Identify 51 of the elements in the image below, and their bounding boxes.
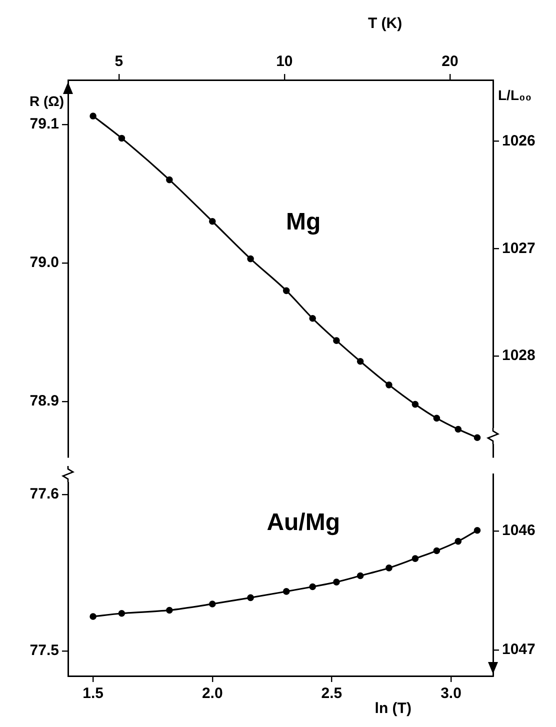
x-tick-label: 2.0 (202, 685, 223, 702)
y2-tick-label: 1046 (502, 522, 536, 540)
point (247, 594, 254, 602)
point (333, 578, 340, 586)
point (412, 555, 419, 562)
point (90, 112, 96, 120)
y-tick-label: 77.5 (30, 642, 59, 660)
point (309, 583, 316, 590)
x2-axis-title: T (K) (368, 15, 402, 32)
x2-tick-label: 20 (442, 53, 458, 70)
point (118, 134, 126, 142)
y2-tick-label: 1047 (502, 641, 536, 658)
y-axis-title: R (Ω) (29, 92, 64, 109)
x-tick-label: 3.0 (440, 685, 462, 702)
point (282, 588, 290, 595)
point (474, 434, 481, 441)
point (356, 358, 364, 365)
y-tick-label: 77.6 (30, 485, 59, 502)
point (386, 382, 392, 388)
point (166, 176, 173, 184)
point (356, 572, 364, 580)
series-label: Mg (286, 208, 321, 236)
y-tick-label: 79.1 (30, 115, 59, 132)
point (309, 314, 316, 322)
point (433, 414, 440, 422)
point (474, 526, 481, 534)
point (412, 400, 419, 408)
point (166, 606, 173, 614)
point (118, 610, 126, 617)
point (208, 218, 216, 225)
x-axis-title: ln (T) (374, 700, 412, 718)
y-tick-label: 79.0 (30, 254, 59, 272)
y-tick-label: 78.9 (30, 392, 59, 410)
point (454, 426, 462, 433)
point (333, 337, 340, 344)
point (90, 613, 96, 620)
y2-tick-label: 1026 (502, 132, 536, 150)
point (454, 538, 462, 545)
x2-tick-label: 5 (114, 53, 124, 70)
y2-tick-label: 1027 (502, 240, 536, 257)
y2-tick-label: 1028 (502, 347, 536, 364)
point (208, 600, 216, 608)
x-tick-label: 1.5 (82, 685, 104, 702)
x2-tick-label: 10 (276, 53, 293, 70)
point (433, 547, 440, 554)
series-label: Au/Mg (266, 509, 340, 536)
point (386, 564, 392, 572)
point (282, 287, 290, 294)
y2-axis-title: L/L₀₀ (498, 86, 532, 103)
x-tick-label: 2.5 (321, 685, 342, 702)
point (247, 255, 254, 262)
